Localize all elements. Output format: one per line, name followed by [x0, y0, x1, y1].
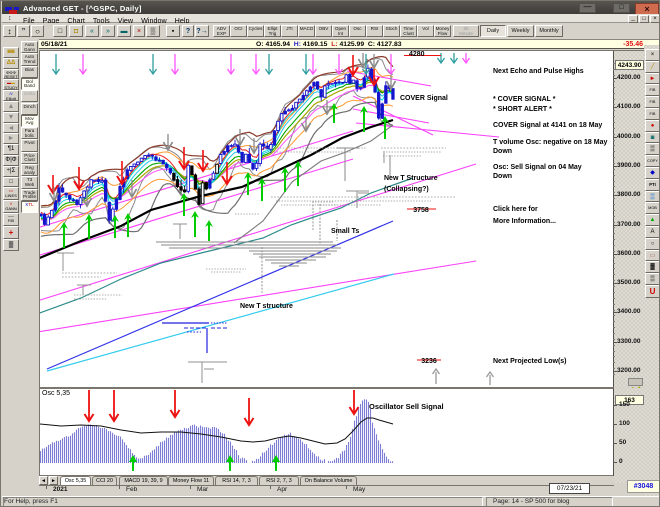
- svg-text:3758: 3758: [413, 207, 429, 214]
- svg-text:Next Echo and Pulse Highs: Next Echo and Pulse Highs: [493, 68, 584, 75]
- svg-text:More Information...: More Information...: [493, 218, 556, 225]
- svg-text:Osc 5,35: Osc 5,35: [42, 390, 70, 397]
- svg-text:* COVER SIGNAL *: * COVER SIGNAL *: [493, 96, 556, 103]
- svg-text:New T Structure: New T Structure: [384, 175, 438, 182]
- svg-text:Click here for: Click here for: [493, 206, 538, 213]
- svg-text:Next Projected Low(s): Next Projected Low(s): [493, 358, 567, 365]
- svg-text:COVER Signal at 4141 on 18 May: COVER Signal at 4141 on 18 May: [493, 122, 602, 129]
- svg-text:3236: 3236: [421, 358, 437, 365]
- svg-text:COVER Signal: COVER Signal: [400, 95, 448, 102]
- svg-text:Down: Down: [493, 148, 512, 155]
- svg-text:Osc: Sell Signal on 04 May: Osc: Sell Signal on 04 May: [493, 164, 582, 171]
- svg-text:Down: Down: [493, 173, 512, 180]
- svg-text:T volume Osc: negative on 18 M: T volume Osc: negative on 18 May: [493, 139, 607, 146]
- svg-text:New T structure: New T structure: [240, 303, 293, 310]
- svg-text:(Collapsing?): (Collapsing?): [384, 186, 429, 193]
- svg-text:Oscillator Sell Signal: Oscillator Sell Signal: [369, 402, 444, 411]
- svg-text:* SHORT ALERT *: * SHORT ALERT *: [493, 106, 552, 113]
- svg-text:Small Ts: Small Ts: [331, 228, 359, 235]
